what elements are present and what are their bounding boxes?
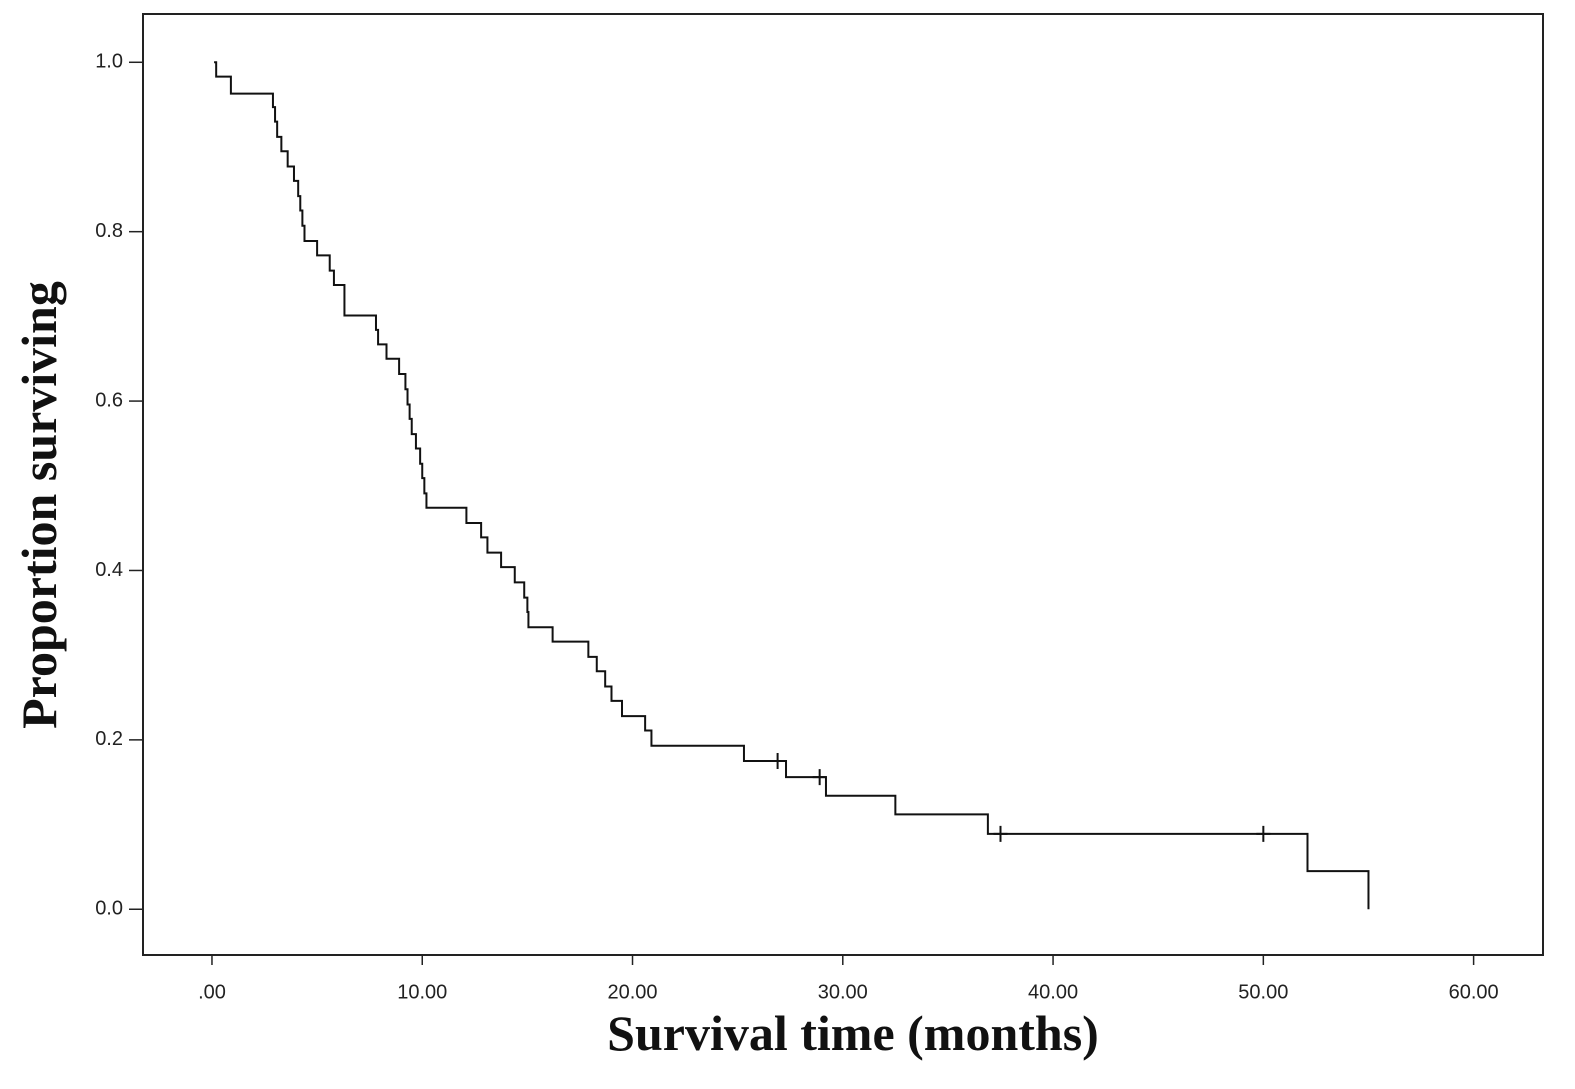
y-tick-label: 0.0 [95,898,123,920]
censor-mark [770,753,785,770]
x-tick-label: 40.00 [1028,981,1078,1003]
plot-frame [142,13,1544,956]
x-tick-label: 30.00 [818,981,868,1003]
y-tick-label: 0.4 [95,559,123,581]
x-tick-label: .00 [198,981,226,1003]
x-tick-label: 20.00 [607,981,657,1003]
y-tick-label: 1.0 [95,51,123,73]
y-axis-title: Proportion surviving [11,281,67,729]
y-tick-label: 0.2 [95,728,123,750]
censor-mark [1256,825,1271,842]
x-tick-label: 10.00 [397,981,447,1003]
x-axis-title: Survival time (months) [607,1005,1099,1061]
censor-mark [993,825,1008,842]
survival-curve [214,61,1370,910]
y-tick-label: 0.8 [95,220,123,242]
x-tick-label: 50.00 [1238,981,1288,1003]
y-tick-label: 0.6 [95,389,123,411]
censor-mark [812,769,827,786]
x-tick-label: 60.00 [1449,981,1499,1003]
